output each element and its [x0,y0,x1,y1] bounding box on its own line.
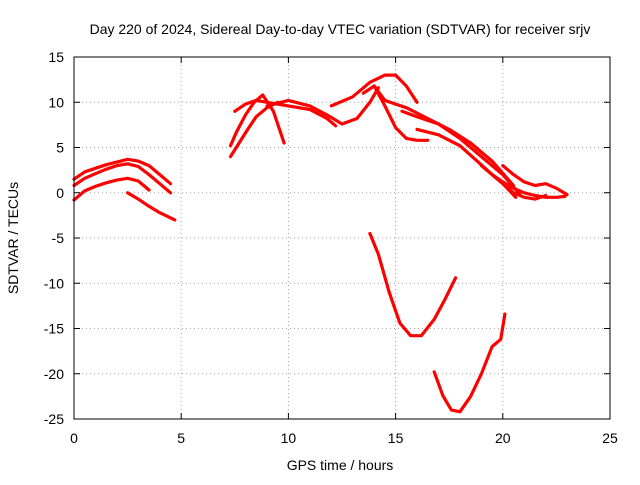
axis-ticks: 0 5 10 15 20 25 15 10 5 0 -5 -10 -15 -20 -25 [44,49,618,446]
series-arc-12 [400,109,522,197]
series-arc-4 [125,191,177,222]
series-arc-16 [501,164,569,197]
series-arc-9 [329,73,419,108]
y-tick-label: 5 [56,140,64,156]
x-tick-label: 20 [495,430,511,446]
series-arc-10 [372,84,516,188]
grid [74,57,610,419]
x-tick-label: 25 [602,430,618,446]
series-arc-8 [265,86,380,126]
y-tick-label: 10 [48,94,64,110]
series-arc-3 [72,176,151,202]
series-arc-15 [479,164,548,201]
series-arc-11 [361,84,430,142]
series-arc-14 [490,173,567,199]
y-axis-label: SDTVAR / TECUs [5,182,21,294]
x-axis-label: GPS time / hours [287,457,394,473]
series-arc-18 [432,312,507,414]
y-tick-label: -10 [44,275,64,291]
y-tick-label: -25 [44,411,64,427]
series-arc-2 [72,162,173,195]
y-tick-label: -5 [52,230,65,246]
data-series-group [72,73,569,414]
y-tick-label: -15 [44,321,64,337]
x-tick-label: 0 [70,430,78,446]
x-tick-label: 5 [177,430,185,446]
x-tick-label: 15 [388,430,404,446]
series-arc-17 [368,231,458,338]
y-tick-label: -20 [44,366,64,382]
chart-title: Day 220 of 2024, Sidereal Day-to-day VTE… [90,21,591,37]
x-tick-label: 10 [281,430,297,446]
y-tick-label: 0 [56,185,64,201]
series-arc-1 [72,157,173,186]
y-tick-label: 15 [48,49,64,65]
